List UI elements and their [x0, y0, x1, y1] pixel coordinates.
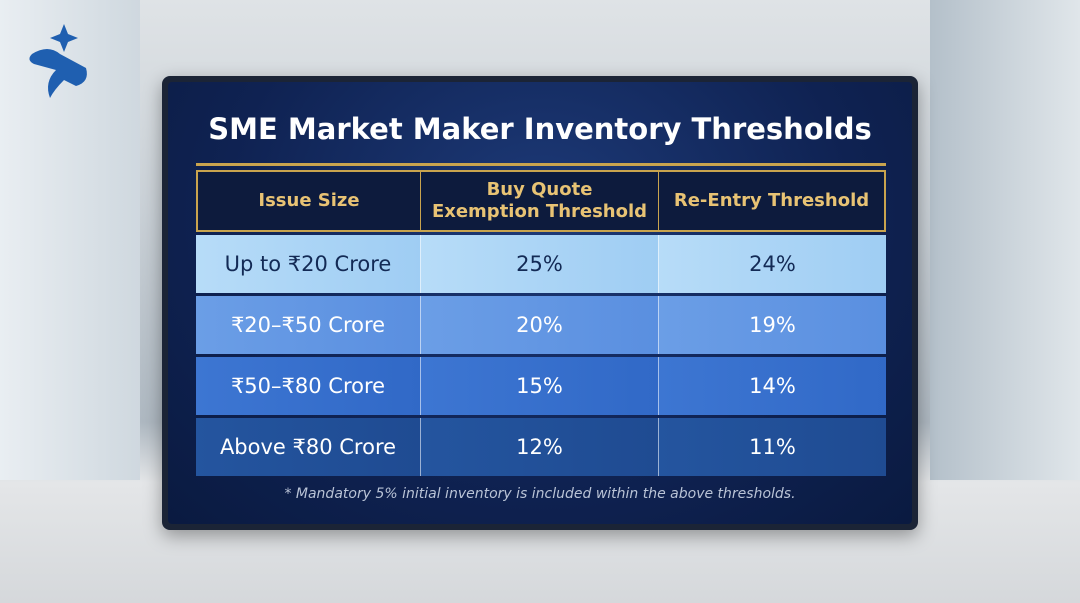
divider	[196, 163, 886, 166]
threshold-cell: 15%	[421, 357, 659, 415]
threshold-cell: 12%	[421, 418, 659, 476]
issue-size-cell: Above ₹80 Crore	[196, 418, 421, 476]
background-wall	[930, 0, 1080, 480]
threshold-cell: 24%	[659, 235, 886, 293]
table-row: Above ₹80 Crore 12% 11%	[196, 418, 886, 476]
screen: SME Market Maker Inventory Thresholds Is…	[168, 82, 912, 524]
threshold-table: Issue Size Buy Quote Exemption Threshold R…	[196, 167, 886, 479]
table-row: Up to ₹20 Crore 25% 24%	[196, 235, 886, 293]
footnote: * Mandatory 5% initial inventory is incl…	[284, 486, 796, 502]
threshold-cell: 11%	[659, 418, 886, 476]
column-header: Buy Quote Exemption Threshold	[421, 170, 659, 232]
threshold-cell: 19%	[659, 296, 886, 354]
monitor: SME Market Maker Inventory Thresholds Is…	[162, 76, 918, 530]
threshold-cell: 25%	[421, 235, 659, 293]
issue-size-cell: Up to ₹20 Crore	[196, 235, 421, 293]
column-header: Issue Size	[196, 170, 421, 232]
column-header: Re-Entry Threshold	[659, 170, 886, 232]
table-row: ₹50–₹80 Crore 15% 14%	[196, 357, 886, 415]
title: SME Market Maker Inventory Thresholds	[208, 112, 872, 146]
threshold-cell: 14%	[659, 357, 886, 415]
threshold-cell: 20%	[421, 296, 659, 354]
table-body: Up to ₹20 Crore 25% 24% ₹20–₹50 Crore 20% 19%…	[196, 235, 886, 476]
table-row: ₹20–₹50 Crore 20% 19%	[196, 296, 886, 354]
header-row: Issue Size Buy Quote Exemption Threshold R…	[196, 170, 886, 232]
logo	[29, 24, 87, 98]
issue-size-cell: ₹50–₹80 Crore	[196, 357, 421, 415]
issue-size-cell: ₹20–₹50 Crore	[196, 296, 421, 354]
